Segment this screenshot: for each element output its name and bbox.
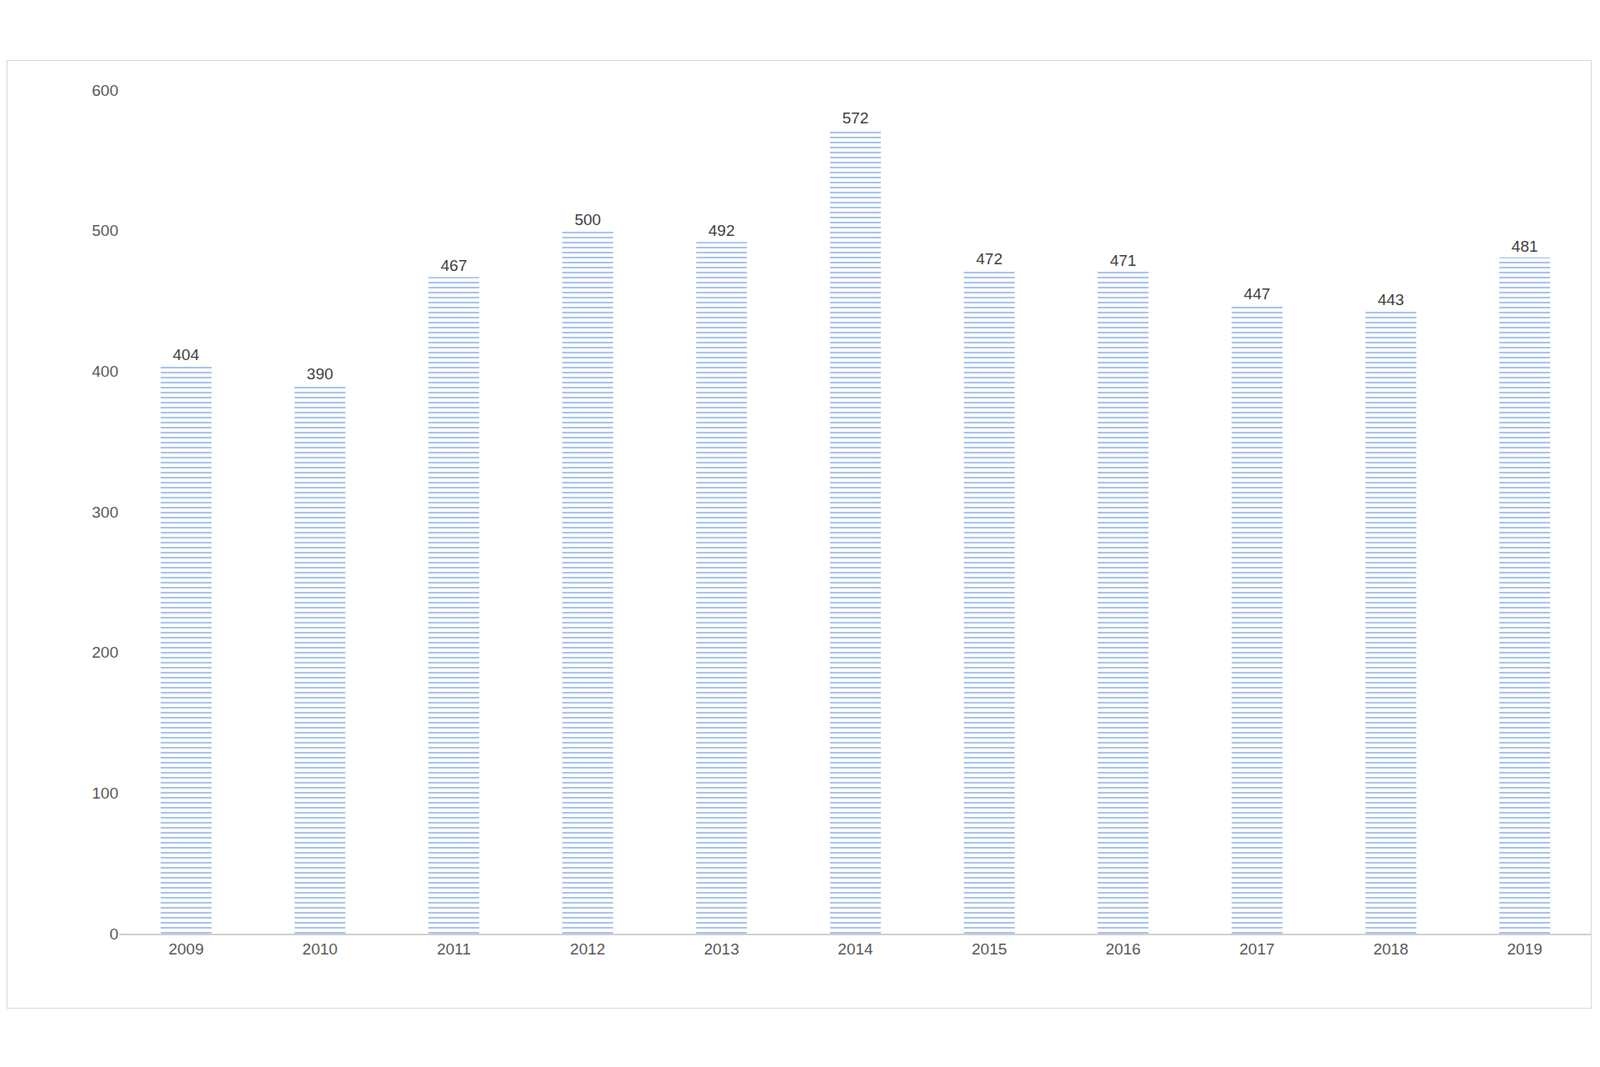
svg-text:2018: 2018 [1373, 940, 1409, 958]
svg-text:100: 100 [91, 784, 119, 802]
svg-text:2019: 2019 [1507, 940, 1543, 958]
svg-text:481: 481 [1511, 237, 1539, 255]
svg-text:572: 572 [842, 109, 870, 127]
svg-text:472: 472 [975, 250, 1003, 268]
svg-text:2014: 2014 [837, 940, 874, 958]
svg-text:400: 400 [91, 362, 119, 380]
svg-text:300: 300 [91, 503, 119, 521]
svg-text:200: 200 [91, 643, 119, 661]
svg-text:2010: 2010 [302, 940, 338, 958]
svg-text:2011: 2011 [436, 940, 471, 958]
svg-text:2017: 2017 [1239, 940, 1275, 958]
svg-text:2013: 2013 [704, 940, 740, 958]
svg-text:2012: 2012 [570, 940, 605, 958]
svg-text:500: 500 [574, 210, 601, 229]
svg-text:2016: 2016 [1105, 940, 1141, 958]
svg-text:447: 447 [1244, 285, 1271, 303]
svg-text:404: 404 [172, 345, 200, 364]
svg-text:390: 390 [306, 365, 334, 383]
svg-text:500: 500 [91, 221, 119, 240]
svg-text:2015: 2015 [971, 940, 1007, 958]
svg-text:2009: 2009 [168, 940, 204, 958]
svg-text:0: 0 [109, 925, 119, 943]
svg-text:443: 443 [1377, 290, 1405, 309]
svg-text:600: 600 [91, 81, 119, 100]
svg-text:492: 492 [708, 221, 735, 240]
svg-text:471: 471 [1110, 251, 1137, 270]
svg-text:467: 467 [440, 256, 468, 275]
